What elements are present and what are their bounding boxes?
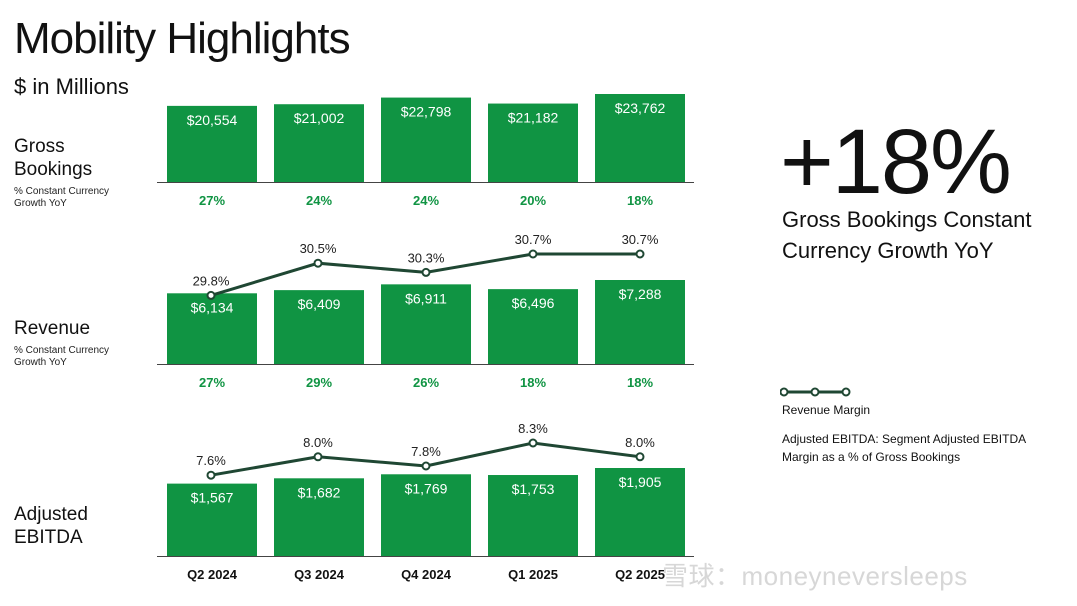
revenue-bar-value-label: $6,496 [512, 295, 555, 311]
page-title: Mobility Highlights [14, 14, 351, 63]
adjusted-ebitda-bar [488, 475, 578, 556]
adjusted-ebitda-margin-label: 7.6% [196, 453, 226, 468]
gross-bookings-growth-label: 20% [520, 193, 546, 208]
gross-bookings-bar [488, 103, 578, 182]
revenue-bar-value-label: $6,911 [405, 290, 447, 306]
adjusted-ebitda-bar-value-label: $1,682 [298, 484, 341, 500]
x-axis-tick-label: Q3 2024 [294, 567, 345, 582]
adjusted-ebitda-margin-label: 8.0% [625, 435, 655, 450]
revenue-label: Revenue [14, 318, 91, 339]
adjusted-ebitda-margin-label: 8.0% [303, 435, 333, 450]
gross-bookings-bar [381, 97, 471, 182]
gross-bookings-bar [274, 104, 364, 182]
revenue-growth-label: 29% [306, 375, 332, 390]
revenue-margin-label: 30.7% [515, 232, 552, 247]
adjusted-ebitda-bar-value-label: $1,567 [191, 490, 234, 506]
adjusted-ebitda-margin-label: 7.8% [411, 444, 441, 459]
units-subtitle: $ in Millions [14, 74, 129, 99]
x-axis-tick-label: Q4 2024 [401, 567, 452, 582]
highlight-description: Gross Bookings Constant Currency Growth … [782, 207, 1032, 263]
adjusted-ebitda-margin-point [528, 438, 538, 448]
revenue-margin-point [206, 290, 216, 300]
adjusted-ebitda-bar-value-label: $1,753 [512, 481, 555, 497]
revenue-margin-label: 30.5% [300, 241, 337, 256]
revenue-margin-point [635, 249, 645, 259]
gross-bookings-growth-label: 18% [627, 193, 653, 208]
revenue-sub-line1: % Constant Currency [14, 345, 110, 356]
gross-bookings-sub-line2: Growth YoY [14, 198, 67, 209]
gross-bookings-sublabel: % Constant Currency Growth YoY [14, 186, 109, 210]
revenue-margin-point [421, 267, 431, 277]
ebitda-footnote: Adjusted EBITDA: Segment Adjusted EBITDA… [782, 432, 1026, 464]
revenue-sublabel: % Constant Currency Growth YoY [14, 345, 109, 369]
revenue-margin-legend-label: Revenue Margin [782, 403, 871, 417]
adjusted-ebitda-bar [167, 483, 257, 556]
gross-bookings-bar-value-label: $22,798 [401, 104, 452, 120]
adjusted-ebitda-label-line2: EBITDA [14, 527, 83, 548]
revenue-sub-line2: Growth YoY [14, 357, 67, 368]
x-axis-tick-label: Q2 2024 [187, 567, 238, 582]
revenue-margin-point [528, 249, 538, 259]
revenue-margin-legend-icon [780, 387, 851, 397]
adjusted-ebitda-margin-point [635, 452, 645, 462]
revenue-margin-label: 30.3% [408, 250, 445, 265]
gross-bookings-bar-value-label: $23,762 [615, 100, 666, 116]
watermark: 雪球：moneyneversleeps [662, 561, 968, 591]
gross-bookings-label-line1: Gross [14, 136, 65, 157]
revenue-bar [488, 289, 578, 364]
revenue-bar [274, 290, 364, 364]
highlight-percentage: +18% [780, 111, 1012, 213]
revenue-growth-label: 26% [413, 375, 439, 390]
gross-bookings-bar [167, 105, 257, 182]
gross-bookings-growth-label: 24% [306, 193, 332, 208]
adjusted-ebitda-margin-point [313, 452, 323, 462]
gross-bookings-bar-value-label: $20,554 [187, 112, 238, 128]
revenue-margin-label: 30.7% [622, 232, 659, 247]
revenue-bar [595, 280, 685, 364]
adjusted-ebitda-bar [274, 478, 364, 556]
revenue-growth-label: 18% [520, 375, 546, 390]
adjusted-ebitda-margin-point [421, 461, 431, 471]
x-axis-tick-label: Q2 2025 [615, 567, 665, 582]
adjusted-ebitda-margin-point [206, 470, 216, 480]
adjusted-ebitda-bar [595, 468, 685, 556]
gross-bookings-sub-line1: % Constant Currency [14, 186, 110, 197]
revenue-growth-label: 27% [199, 375, 225, 390]
revenue-margin-label: 29.8% [193, 273, 230, 288]
revenue-bar [381, 284, 471, 364]
gross-bookings-label-line2: Bookings [14, 159, 93, 180]
adjusted-ebitda-label: Adjusted EBITDA [14, 503, 88, 549]
gross-bookings-bar-value-label: $21,002 [294, 110, 345, 126]
adjusted-ebitda-bar-value-label: $1,905 [619, 474, 662, 490]
revenue-growth-label: 18% [627, 375, 653, 390]
gross-bookings-growth-label: 24% [413, 193, 439, 208]
revenue-bar-value-label: $6,134 [191, 299, 234, 315]
adjusted-ebitda-margin-label: 8.3% [518, 421, 548, 436]
x-axis-tick-label: Q1 2025 [508, 567, 558, 582]
adjusted-ebitda-bar-value-label: $1,769 [405, 480, 448, 496]
gross-bookings-label: Gross Bookings [14, 135, 92, 181]
revenue-bar [167, 293, 257, 364]
revenue-margin-point [313, 258, 323, 268]
adjusted-ebitda-bar [381, 474, 471, 556]
gross-bookings-bar [595, 94, 685, 182]
adjusted-ebitda-label-line1: Adjusted [14, 504, 88, 525]
revenue-bar-value-label: $6,409 [298, 296, 341, 312]
gross-bookings-growth-label: 27% [199, 193, 225, 208]
revenue-bar-value-label: $7,288 [619, 286, 662, 302]
gross-bookings-bar-value-label: $21,182 [508, 110, 559, 126]
